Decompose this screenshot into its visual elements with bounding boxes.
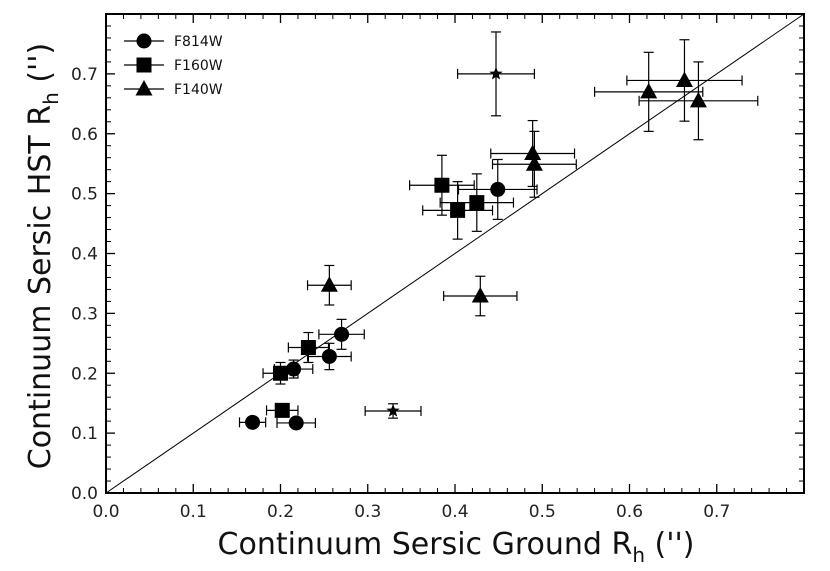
triangle-marker <box>471 287 489 303</box>
data-point <box>439 173 515 232</box>
data-point <box>443 275 518 317</box>
y-tick-label: 0.2 <box>71 364 98 384</box>
data-point <box>409 154 475 216</box>
x-tick-label: 0.4 <box>441 502 468 522</box>
square-marker <box>273 365 288 381</box>
triangle-marker <box>689 91 707 108</box>
series-f160w <box>262 154 515 418</box>
star-marker <box>386 403 400 417</box>
square-marker <box>300 340 316 356</box>
data-point <box>422 181 494 240</box>
triangle-marker <box>640 82 658 99</box>
square-marker <box>450 202 466 218</box>
x-tick-label: 0.0 <box>92 502 119 522</box>
data-point <box>306 264 352 306</box>
data-point <box>238 414 267 430</box>
legend-entry-f160w: F160W <box>124 57 223 74</box>
y-tick-label: 0.7 <box>71 65 98 85</box>
series-star <box>364 31 535 419</box>
legend-label: F160W <box>174 58 223 74</box>
axes: 0.0 0.1 0.2 0.3 0.4 0.5 0.6 0.7 0.0 0.1 0.2 0.3 0.4 0… <box>71 13 805 522</box>
data-point <box>306 342 352 371</box>
data-point <box>490 119 576 188</box>
one-to-one-line <box>105 13 805 494</box>
circle-marker <box>490 181 506 197</box>
square-marker <box>274 402 290 418</box>
x-axis-label: Continuum Sersic Ground Rh ('') <box>218 527 695 567</box>
circle-marker <box>245 414 261 430</box>
square-marker <box>434 177 450 193</box>
data-point <box>457 158 538 220</box>
y-axis-label: Continuum Sersic HST Rh ('') <box>23 43 63 470</box>
data-point <box>262 361 299 385</box>
y-tick-label: 0.3 <box>71 304 98 324</box>
data-point <box>491 130 577 198</box>
data-point <box>265 402 299 418</box>
square-marker <box>469 195 485 211</box>
triangle-marker <box>675 71 693 87</box>
legend-entry-f814w: F814W <box>124 33 223 50</box>
star-marker <box>489 66 503 80</box>
x-tick-label: 0.2 <box>267 502 294 522</box>
x-tick-label: 0.3 <box>354 502 381 522</box>
triangle-marker <box>320 276 338 292</box>
legend: F814W F160W F140W <box>124 33 223 98</box>
y-tick-label: 0.0 <box>71 484 98 504</box>
legend-entry-f140w: F140W <box>124 80 223 98</box>
y-tick-label: 0.5 <box>71 185 98 205</box>
triangle-marker <box>525 155 543 171</box>
x-tick-label: 0.6 <box>616 502 643 522</box>
x-tick-label: 0.7 <box>703 502 730 522</box>
circle-marker <box>334 326 350 342</box>
data-point <box>287 331 330 364</box>
legend-circle-marker <box>136 33 152 49</box>
data-point <box>276 415 316 431</box>
legend-square-marker <box>136 57 152 73</box>
data-point <box>364 403 422 419</box>
circle-marker <box>288 415 304 431</box>
x-tick-label: 0.1 <box>180 502 207 522</box>
data-point <box>457 31 535 117</box>
plot-area <box>105 13 805 494</box>
x-tick-label: 0.5 <box>529 502 556 522</box>
y-tick-label: 0.1 <box>71 424 98 444</box>
triangle-marker <box>524 144 542 161</box>
y-tick-label: 0.4 <box>71 245 98 265</box>
legend-label: F814W <box>174 34 223 50</box>
data-point <box>638 61 759 141</box>
series-f140w <box>306 39 759 317</box>
series-f814w <box>238 158 538 431</box>
data-point <box>626 39 743 122</box>
circle-marker <box>286 361 302 377</box>
data-point <box>318 318 365 350</box>
circle-marker <box>321 348 337 364</box>
legend-triangle-marker <box>135 80 153 96</box>
y-tick-label: 0.6 <box>71 125 98 145</box>
data-point <box>593 51 704 132</box>
legend-label: F140W <box>174 82 223 98</box>
